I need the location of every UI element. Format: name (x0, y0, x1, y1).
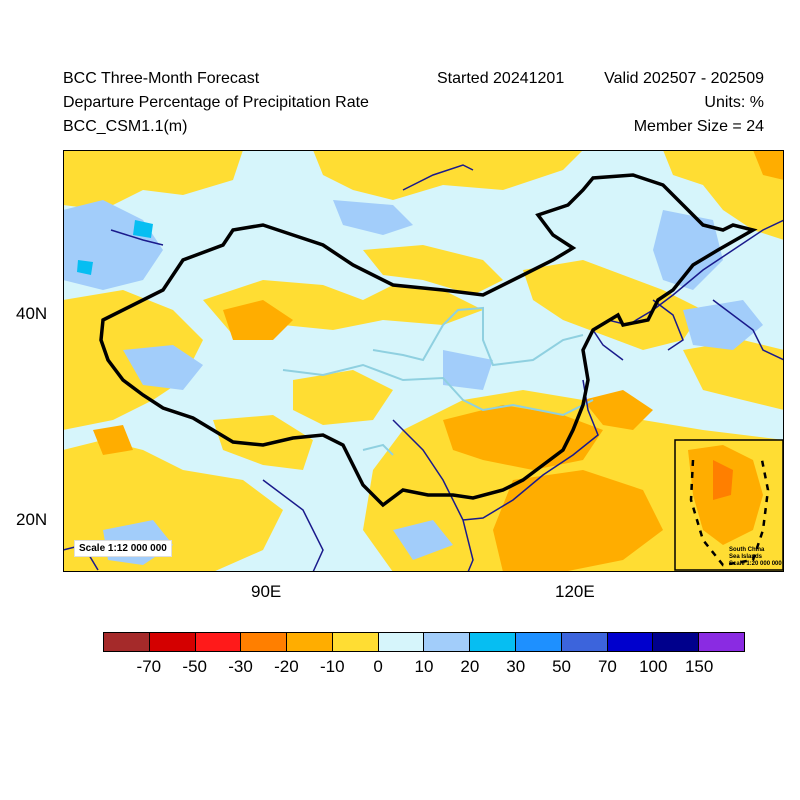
lon-label-120e: 120E (555, 582, 595, 601)
legend-label: 0 (373, 657, 383, 676)
legend-label: -20 (274, 657, 299, 676)
model-name: BCC_CSM1.1(m) (63, 118, 188, 135)
lon-label-90e: 90E (251, 582, 282, 601)
variable-title: Departure Percentage of Precipitation Ra… (63, 94, 369, 111)
lat-label-20n: 20N (16, 510, 48, 529)
legend-swatch (240, 632, 288, 652)
member-size: Member Size = 24 (633, 118, 764, 135)
legend-label: 10 (414, 657, 434, 676)
river-lines (282, 306, 594, 456)
color-legend (103, 632, 745, 652)
legend-swatch (469, 632, 517, 652)
legend-label: 70 (597, 657, 617, 676)
country-border (99, 173, 758, 508)
strong-positive-regions (77, 220, 153, 275)
legend-swatch (560, 632, 608, 652)
legend-label: -50 (182, 657, 207, 676)
legend-swatch (194, 632, 242, 652)
legend-label: 50 (552, 657, 572, 676)
precipitation-map (63, 150, 784, 572)
legend-label: -30 (228, 657, 253, 676)
valid-period: Valid 202507 - 202509 (604, 70, 764, 87)
inset-label: South China Sea Islands Scale 1:20 000 0… (729, 547, 782, 567)
legend-swatch (286, 632, 333, 652)
legend-swatch (698, 632, 745, 652)
legend-swatch (606, 632, 654, 652)
legend-label: -10 (319, 657, 345, 676)
units-label: Units: % (704, 94, 764, 111)
legend-swatch (331, 632, 379, 652)
legend-label: 150 (684, 657, 714, 676)
legend-label: 20 (460, 657, 480, 676)
south-china-sea-inset (674, 439, 784, 571)
scale-label: Scale 1:12 000 000 (74, 540, 172, 557)
legend-swatch (103, 632, 150, 652)
legend-swatch (515, 632, 562, 652)
legend-label: -70 (136, 657, 162, 676)
legend-label: 30 (506, 657, 526, 676)
lat-label-40n: 40N (16, 304, 48, 323)
legend-swatch (377, 632, 425, 652)
legend-swatch (423, 632, 471, 652)
legend-swatch (148, 632, 196, 652)
legend-swatch (652, 632, 700, 652)
start-date: Started 20241201 (437, 70, 565, 87)
forecast-title: BCC Three-Month Forecast (63, 70, 260, 87)
legend-label: 100 (639, 657, 668, 676)
